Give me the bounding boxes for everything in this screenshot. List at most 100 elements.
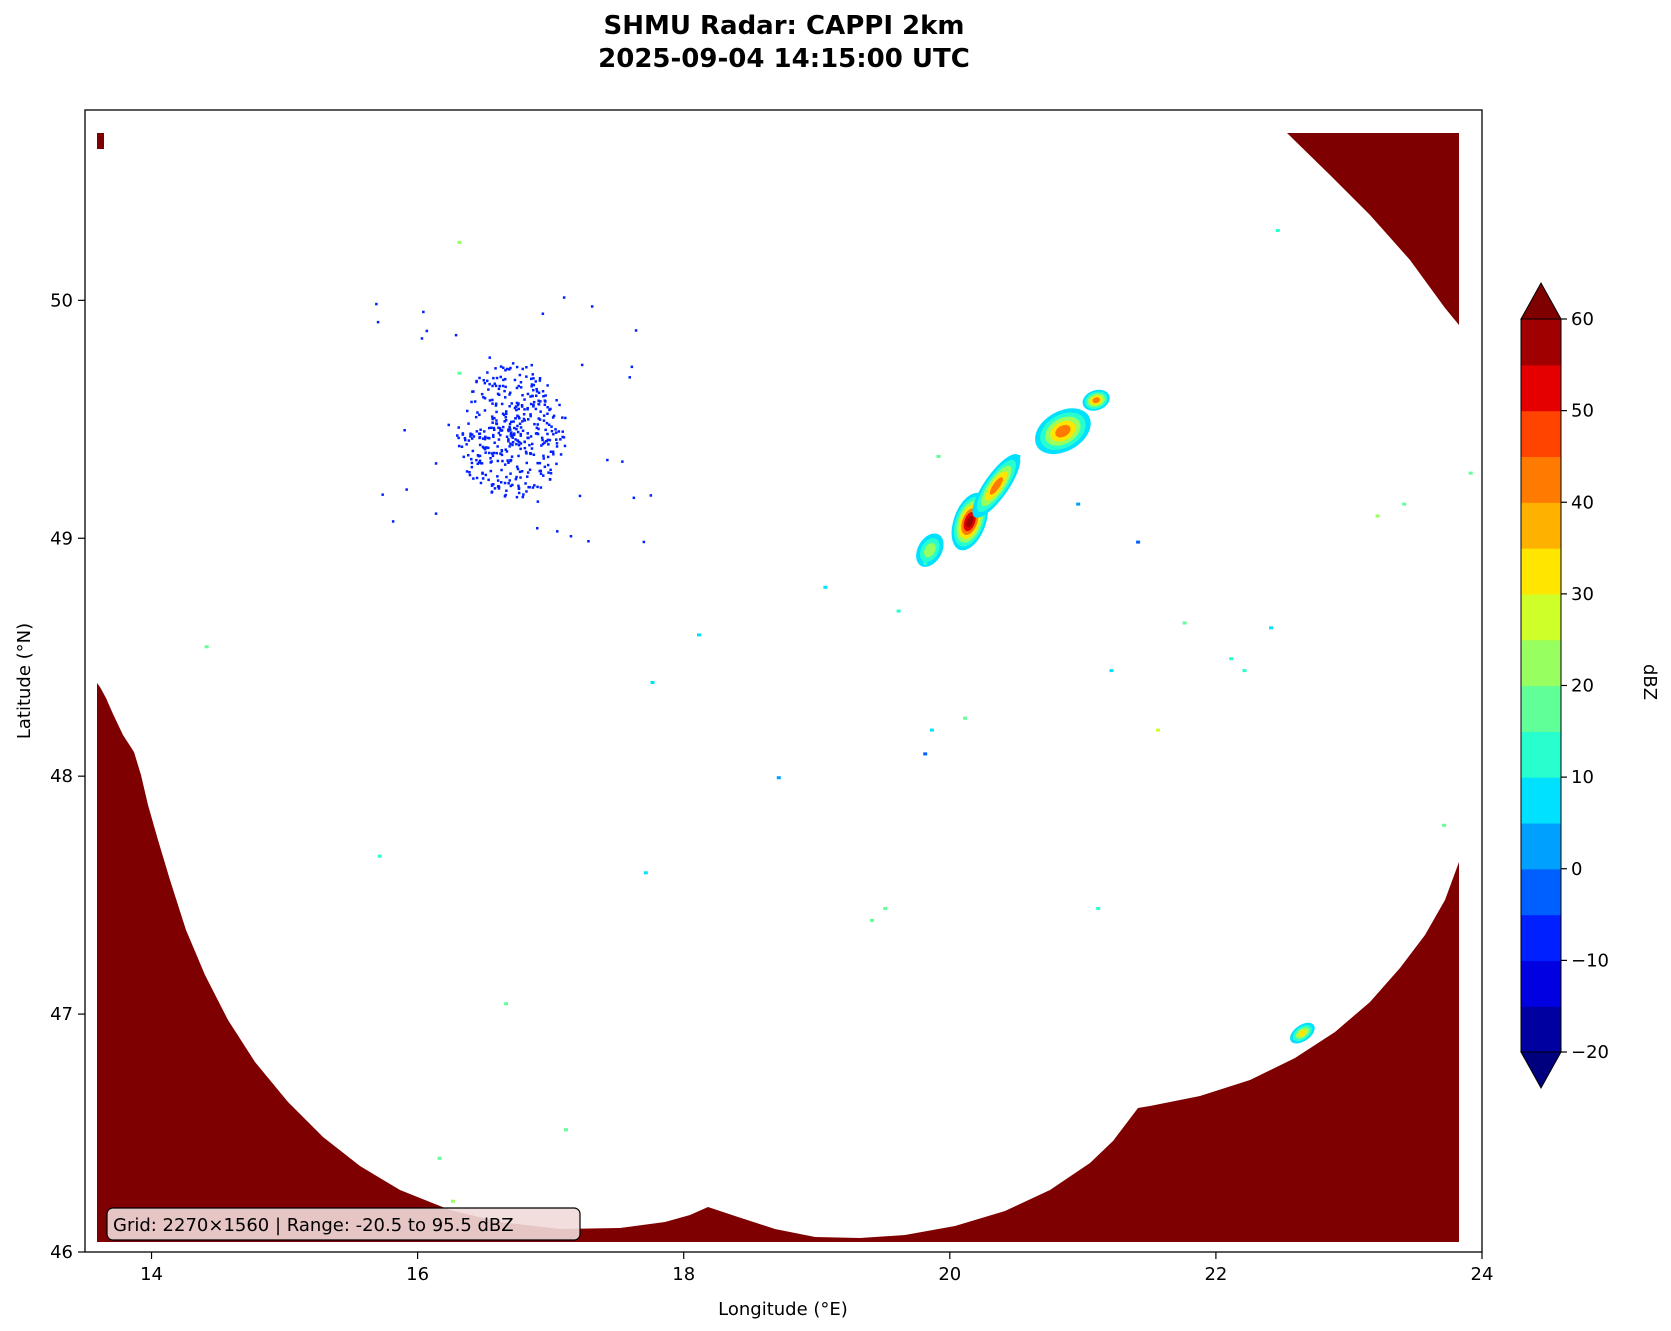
echo-pixel bbox=[405, 488, 408, 491]
echo-pixel bbox=[516, 403, 520, 407]
echo-pixel bbox=[557, 430, 561, 433]
echo-pixel bbox=[510, 402, 513, 405]
echo-pixel bbox=[495, 451, 498, 455]
echo-pixel bbox=[554, 431, 558, 434]
echo-pixel bbox=[536, 423, 539, 426]
echo-pixel bbox=[528, 443, 531, 447]
x-tick-label: 14 bbox=[140, 1264, 163, 1285]
echo-pixel bbox=[517, 491, 521, 495]
echo-pixel bbox=[495, 422, 499, 426]
echo-speck bbox=[1242, 669, 1247, 673]
echo-pixel bbox=[482, 379, 485, 382]
echo-pixel bbox=[541, 442, 545, 446]
echo-pixel bbox=[479, 481, 483, 485]
echo-pixel bbox=[530, 447, 534, 450]
echo-pixel bbox=[492, 451, 496, 455]
echo-speck bbox=[929, 728, 934, 732]
echo-pixel bbox=[534, 380, 537, 383]
echo-pixel bbox=[484, 473, 487, 477]
out-of-range-area bbox=[97, 133, 1459, 1242]
echo-pixel bbox=[520, 470, 524, 473]
colorbar-tick-label: 10 bbox=[1571, 767, 1594, 788]
echo-speck bbox=[1109, 669, 1114, 673]
echo-pixel bbox=[532, 400, 536, 404]
storm-cell-band bbox=[989, 477, 1003, 495]
echo-pixel bbox=[492, 483, 495, 486]
echo-pixel bbox=[475, 430, 479, 433]
echo-pixel bbox=[478, 454, 482, 458]
echo-pixel bbox=[522, 493, 525, 496]
echo-pixel bbox=[628, 376, 631, 379]
echo-pixel bbox=[539, 410, 542, 413]
echo-pixel bbox=[487, 388, 490, 391]
echo-pixel bbox=[535, 426, 539, 430]
echo-pixel bbox=[476, 411, 479, 414]
echo-pixel bbox=[497, 387, 501, 391]
colorbar-extend-min bbox=[1520, 1051, 1562, 1090]
echo-pixel bbox=[524, 482, 527, 485]
echo-pixel bbox=[525, 452, 528, 455]
echo-pixel bbox=[532, 403, 535, 407]
echo-pixel bbox=[548, 478, 552, 481]
echo-pixel bbox=[526, 436, 529, 440]
echo-pixel bbox=[508, 405, 511, 408]
echo-pixel bbox=[469, 432, 472, 435]
echo-pixel bbox=[481, 471, 484, 475]
echo-pixel bbox=[549, 450, 553, 453]
echo-pixel bbox=[556, 530, 559, 533]
echo-pixel bbox=[425, 329, 429, 333]
echo-pixel bbox=[548, 438, 552, 442]
echo-pixel bbox=[491, 417, 494, 421]
echo-pixel bbox=[480, 392, 484, 396]
echo-pixel bbox=[509, 458, 513, 462]
echo-pixel bbox=[542, 474, 545, 477]
y-tick-label: 46 bbox=[50, 1242, 73, 1263]
echo-pixel bbox=[500, 468, 503, 472]
echo-pixel bbox=[497, 426, 500, 429]
echo-pixel bbox=[500, 481, 503, 484]
echo-pixel bbox=[508, 479, 511, 482]
echo-pixel bbox=[535, 394, 538, 397]
echo-pixel bbox=[504, 377, 507, 381]
echo-pixel bbox=[490, 460, 493, 463]
echo-pixel bbox=[569, 535, 573, 538]
x-tick-label: 22 bbox=[1204, 1264, 1227, 1285]
echo-pixel bbox=[467, 422, 470, 425]
colorbar-level bbox=[1521, 960, 1561, 1007]
colorbar-level bbox=[1521, 319, 1561, 366]
x-tick-label: 24 bbox=[1471, 1264, 1494, 1285]
echo-pixel bbox=[509, 472, 512, 475]
colorbar-tick-label: −20 bbox=[1571, 1042, 1609, 1063]
echo-pixel bbox=[490, 490, 494, 493]
echo-pixel bbox=[562, 436, 566, 439]
echo-pixel bbox=[475, 379, 478, 383]
echo-pixel bbox=[519, 386, 523, 389]
echo-pixel bbox=[500, 449, 504, 453]
echo-speck bbox=[870, 918, 874, 922]
echo-pixel bbox=[505, 410, 508, 413]
echo-pixel bbox=[504, 369, 507, 372]
echo-pixel bbox=[535, 387, 538, 391]
echo-pixel bbox=[509, 434, 513, 437]
echo-pixel bbox=[489, 469, 493, 473]
echo-pixel bbox=[488, 382, 491, 386]
echo-pixel bbox=[505, 412, 508, 416]
echo-pixel bbox=[496, 485, 500, 488]
echo-pixel bbox=[391, 520, 395, 523]
echo-pixel bbox=[549, 407, 552, 411]
colorbar-extend-max bbox=[1520, 281, 1562, 320]
echo-speck bbox=[1402, 502, 1407, 506]
echo-pixel bbox=[493, 428, 496, 431]
echo-pixel bbox=[530, 377, 533, 381]
echo-pixel bbox=[483, 447, 487, 451]
echo-pixel bbox=[461, 432, 465, 435]
echo-pixel bbox=[488, 437, 491, 440]
echo-pixel bbox=[475, 458, 478, 462]
echo-pixel bbox=[518, 470, 522, 474]
echo-pixel bbox=[513, 426, 516, 430]
echo-pixel bbox=[551, 416, 555, 419]
echo-pixel bbox=[491, 402, 494, 405]
echo-pixel bbox=[513, 378, 517, 382]
echo-pixel bbox=[525, 490, 528, 493]
echo-pixel bbox=[470, 461, 474, 465]
